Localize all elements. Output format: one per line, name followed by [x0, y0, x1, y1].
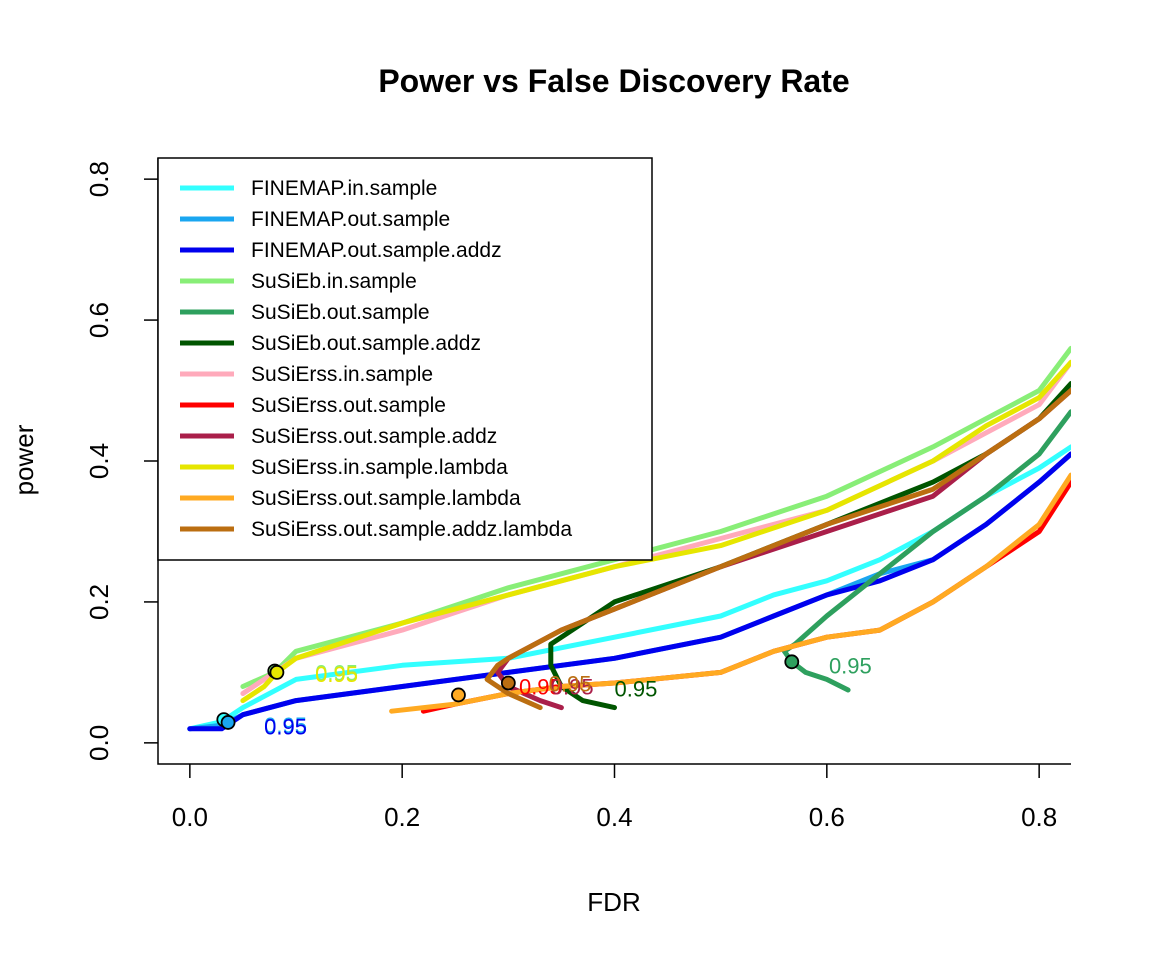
x-axis-label: FDR	[587, 887, 640, 917]
threshold-annotation: 0.95	[551, 674, 594, 699]
threshold-point	[500, 675, 516, 691]
x-tick-label: 0.0	[172, 802, 208, 832]
x-tick-label: 0.2	[384, 802, 420, 832]
x-tick-label: 0.6	[809, 802, 845, 832]
series-layer	[187, 345, 1071, 732]
threshold-point	[784, 654, 800, 670]
axes: 0.0 0.2 0.4 0.6 0.8 0.0 0.2 0.4 0.6 0.8	[84, 158, 1071, 832]
y-tick-label: 0.2	[84, 584, 114, 620]
x-tick-label: 0.4	[596, 802, 632, 832]
series-line-susieb-out-sample	[781, 409, 1071, 693]
threshold-annotation: 0.95	[315, 660, 358, 685]
legend-label: SuSiErss.out.sample.addz	[251, 425, 497, 448]
threshold-point	[220, 715, 236, 730]
legend-label: FINEMAP.in.sample	[251, 177, 437, 200]
legend-label: SuSiEb.out.sample	[251, 301, 430, 324]
legend-label: FINEMAP.out.sample	[251, 208, 450, 231]
threshold-annotation: 0.95	[264, 713, 307, 738]
legend: FINEMAP.in.sample FINEMAP.out.sample FINEM…	[157, 157, 653, 561]
threshold-annotation: 0.95	[315, 662, 358, 687]
legend-box	[157, 157, 653, 561]
threshold-annotation: 0.95	[615, 677, 658, 702]
annotations-layer: 0.950.950.950.950.950.950.95 0.950.95	[264, 653, 872, 739]
threshold-point	[269, 664, 285, 680]
points-layer	[216, 654, 800, 730]
x-tick-label: 0.8	[1021, 802, 1057, 832]
series-line-susieb-in-sample	[240, 345, 1071, 689]
threshold-point	[451, 687, 466, 703]
y-tick-label: 0.0	[84, 725, 114, 761]
legend-label: SuSiErss.out.sample.addz.lambda	[251, 518, 572, 541]
legend-label: SuSiEb.in.sample	[251, 270, 417, 293]
threshold-annotation: 0.95	[519, 674, 562, 699]
y-tick-label: 0.6	[84, 302, 114, 338]
threshold-annotation: 0.95	[264, 715, 307, 740]
threshold-annotation: 0.95	[549, 672, 592, 697]
legend-label: SuSiEb.out.sample.addz	[251, 332, 481, 355]
chart-title: Power vs False Discovery Rate	[378, 63, 849, 99]
y-axis-label: power	[9, 424, 39, 495]
legend-label: SuSiErss.out.sample.lambda	[251, 487, 521, 510]
legend-label: SuSiErss.in.sample.lambda	[251, 456, 508, 479]
series-line-finemap-out-sample-addz	[187, 451, 1071, 732]
legend-label: FINEMAP.out.sample.addz	[251, 239, 502, 262]
legend-label: SuSiErss.in.sample	[251, 363, 433, 386]
threshold-annotation: 0.95	[829, 653, 872, 678]
y-tick-label: 0.8	[84, 161, 114, 197]
series-line-susierss-out-sample-addz-lambda	[484, 388, 1071, 711]
legend-label: SuSiErss.out.sample	[251, 394, 446, 417]
y-tick-label: 0.4	[84, 443, 114, 479]
